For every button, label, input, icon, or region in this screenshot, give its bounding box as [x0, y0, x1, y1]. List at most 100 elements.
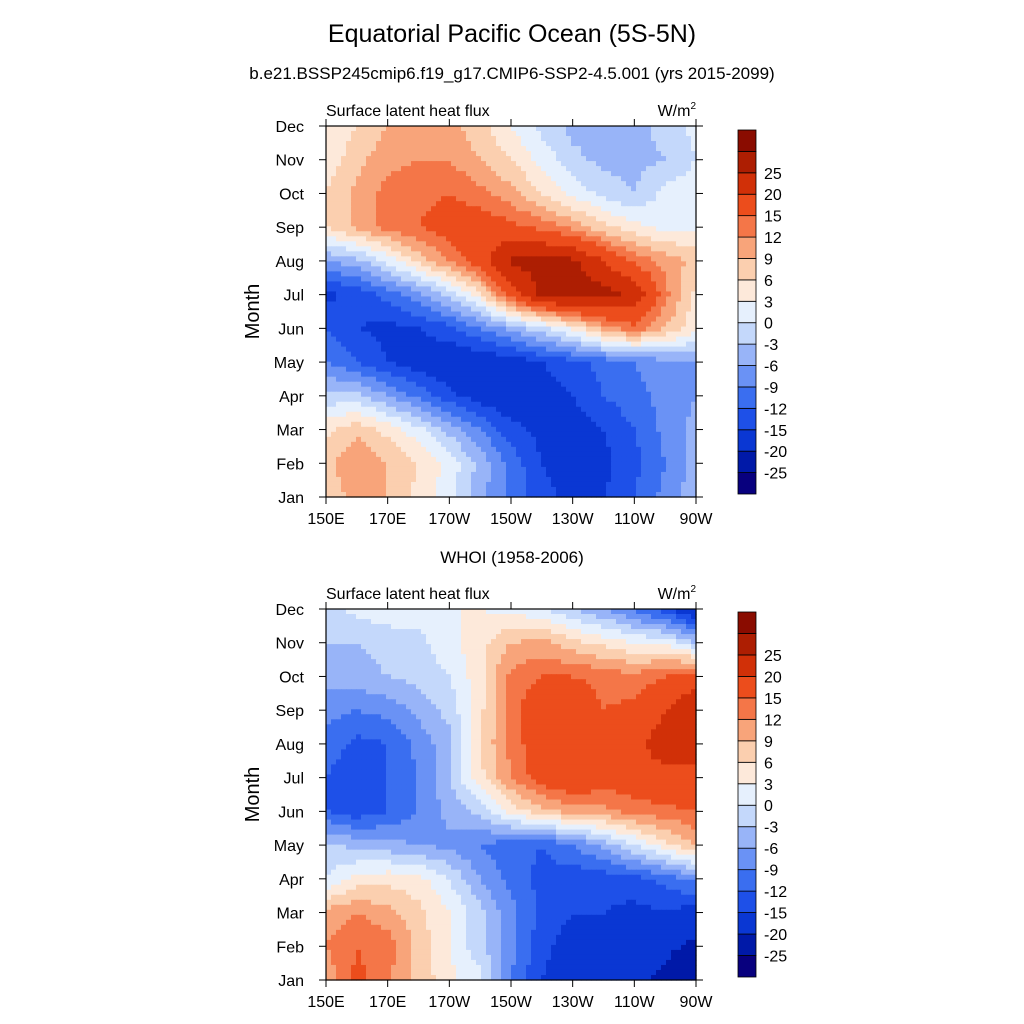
contour-cell	[411, 216, 417, 222]
contour-cell	[531, 396, 537, 403]
contour-cell	[466, 366, 472, 373]
contour-cell	[536, 251, 542, 257]
contour-cell	[441, 436, 447, 443]
contour-cell	[501, 266, 507, 272]
contour-cell	[651, 136, 657, 142]
contour-cell	[636, 151, 642, 157]
contour-cell	[656, 191, 662, 197]
contour-cell	[631, 296, 637, 303]
contour-cell	[571, 286, 577, 293]
contour-cell	[496, 206, 502, 212]
contour-cell	[571, 231, 577, 237]
contour-cell	[621, 186, 627, 192]
contour-cell	[466, 411, 472, 418]
contour-cell	[361, 376, 367, 383]
contour-cell	[646, 191, 652, 197]
contour-cell	[466, 301, 472, 308]
contour-cell	[646, 391, 652, 398]
contour-cell	[326, 366, 332, 373]
contour-cell	[426, 401, 432, 408]
contour-cell	[466, 311, 472, 318]
contour-cell	[416, 186, 422, 192]
contour-cell	[441, 261, 447, 267]
contour-cell	[636, 186, 642, 192]
contour-cell	[356, 221, 362, 227]
contour-cell	[481, 221, 487, 227]
contour-cell	[651, 376, 657, 383]
contour-cell	[331, 386, 337, 393]
contour-cell	[416, 206, 422, 212]
contour-cell	[421, 216, 427, 222]
contour-cell	[671, 431, 677, 438]
contour-cell	[331, 311, 337, 318]
contour-cell	[366, 446, 372, 453]
contour-cell	[481, 431, 487, 438]
contour-cell	[636, 366, 642, 373]
contour-cell	[656, 221, 662, 227]
contour-cell	[546, 271, 552, 277]
contour-cell	[336, 206, 342, 212]
contour-cell	[391, 401, 397, 408]
contour-cell	[351, 321, 357, 328]
contour-cell	[651, 191, 657, 197]
contour-cell	[536, 316, 542, 323]
contour-cell	[431, 186, 437, 192]
contour-cell	[406, 206, 412, 212]
contour-cell	[486, 436, 492, 443]
contour-cell	[521, 236, 527, 242]
contour-cell	[446, 391, 452, 398]
contour-cell	[606, 361, 612, 368]
contour-cell	[531, 146, 537, 152]
contour-cell	[356, 146, 362, 152]
contour-cell	[531, 266, 537, 272]
contour-cell	[441, 301, 447, 308]
contour-cell	[681, 436, 687, 443]
contour-cell	[671, 186, 677, 192]
contour-cell	[386, 366, 392, 373]
contour-cell	[486, 441, 492, 448]
contour-cell	[361, 136, 367, 142]
contour-cell	[356, 191, 362, 197]
contour-cell	[381, 376, 387, 383]
contour-cell	[371, 246, 377, 252]
contour-cell	[676, 206, 682, 212]
contour-cell	[546, 146, 552, 152]
contour-cell	[506, 351, 512, 358]
contour-cell	[401, 166, 407, 172]
contour-cell	[651, 261, 657, 267]
contour-cell	[541, 436, 547, 443]
contour-cell	[516, 411, 522, 418]
contour-cell	[376, 421, 382, 428]
contour-cell	[431, 446, 437, 453]
contour-cell	[371, 216, 377, 222]
contour-cell	[331, 171, 337, 177]
contour-cell	[521, 331, 527, 338]
contour-cell	[511, 156, 517, 162]
contour-cell	[656, 156, 662, 162]
contour-cell	[566, 451, 572, 458]
contour-cell	[556, 426, 562, 433]
contour-cell	[441, 156, 447, 162]
contour-cell	[341, 186, 347, 192]
contour-cell	[611, 316, 617, 323]
contour-cell	[351, 181, 357, 187]
contour-cell	[431, 276, 437, 283]
contour-cell	[536, 421, 542, 428]
contour-cell	[416, 216, 422, 222]
contour-cell	[326, 216, 332, 222]
contour-cell	[491, 461, 497, 468]
contour-cell	[676, 231, 682, 237]
contour-cell	[566, 276, 572, 283]
contour-cell	[371, 416, 377, 423]
contour-cell	[496, 396, 502, 403]
contour-cell	[336, 261, 342, 267]
contour-cell	[691, 136, 697, 142]
contour-cell	[396, 246, 402, 252]
contour-cell	[641, 276, 647, 283]
contour-cell	[521, 451, 527, 458]
contour-cell	[601, 346, 607, 353]
contour-cell	[656, 396, 662, 403]
contour-cell	[606, 431, 612, 438]
contour-cell	[611, 286, 617, 293]
contour-cell	[431, 266, 437, 272]
